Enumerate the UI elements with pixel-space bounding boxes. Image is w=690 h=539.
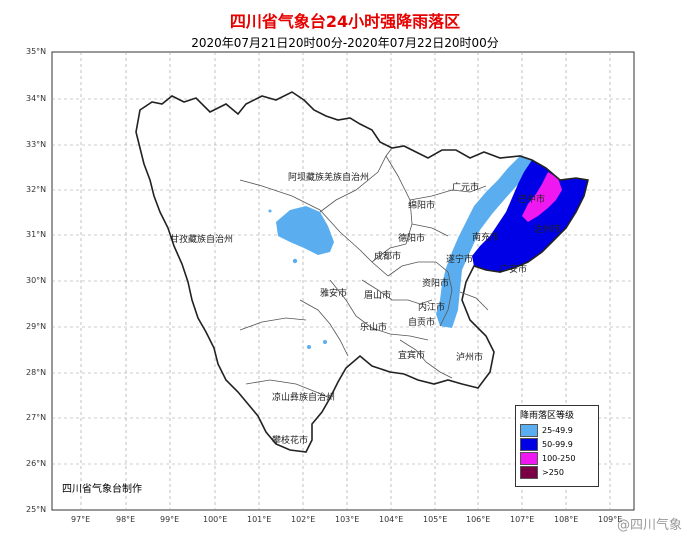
lat-label: 25°N: [26, 505, 47, 514]
lat-label: 30°N: [26, 276, 47, 285]
rain-area-east-magenta: [522, 172, 562, 222]
region-label-bazhong: 巴中市: [518, 195, 546, 205]
lat-label: 33°N: [26, 140, 47, 149]
lat-label: 31°N: [26, 230, 47, 239]
lat-label: 28°N: [26, 368, 47, 377]
legend-label: >250: [542, 467, 564, 477]
lon-label: 97°E: [71, 515, 91, 524]
legend-item: >250: [516, 465, 598, 479]
region-label-guangan: 广安市: [500, 265, 528, 275]
legend-title: 降雨落区等级: [520, 411, 575, 421]
region-label-aba: 阿坝藏族羌族自治州: [288, 173, 370, 183]
rain-area-east-light: [436, 156, 532, 328]
legend-item: 50-99.9: [516, 437, 598, 451]
region-label-liangshan: 凉山彝族自治州: [272, 393, 336, 403]
region-label-yaan: 雅安市: [320, 289, 348, 299]
region-label-chengdu: 成都市: [374, 252, 402, 262]
lon-label: 100°E: [203, 515, 228, 524]
region-label-ziyang: 资阳市: [422, 279, 450, 289]
lat-label: 26°N: [26, 459, 47, 468]
region-label-nanchong: 南充市: [472, 233, 500, 243]
sichuan-province-outline: [135, 91, 589, 453]
rain-dot: [268, 209, 272, 213]
region-label-suining: 遂宁市: [446, 255, 474, 265]
rainfall-legend: 降雨落区等级 25-49.9 50-99.9 100-250 >250: [515, 405, 599, 487]
region-label-zigong: 自贡市: [408, 318, 436, 328]
producer-credit: 四川省气象台制作: [62, 484, 142, 495]
region-label-panzhihua: 攀枝花市: [272, 436, 309, 446]
graticule: [52, 52, 634, 510]
region-label-yibin: 宜宾市: [398, 351, 426, 361]
lon-label: 104°E: [379, 515, 404, 524]
lon-label: 103°E: [335, 515, 360, 524]
legend-label: 100-250: [542, 453, 576, 463]
lon-label: 99°E: [160, 515, 180, 524]
region-label-deyang: 德阳市: [398, 234, 426, 244]
weibo-watermark: @四川气象: [616, 518, 682, 533]
lon-label: 108°E: [554, 515, 579, 524]
lat-label: 32°N: [26, 185, 47, 194]
rain-dot: [307, 345, 311, 349]
region-label-meishan: 眉山市: [364, 291, 392, 301]
rain-100-250-areas: [522, 172, 562, 222]
rain-25-49.9-areas: [268, 156, 532, 349]
lat-label: 34°N: [26, 94, 47, 103]
map-title: 四川省气象台24小时强降雨落区: [229, 12, 461, 31]
legend-swatch: [520, 423, 538, 437]
region-label-leshan: 乐山市: [360, 323, 388, 333]
lon-label: 98°E: [116, 515, 136, 524]
rain-dot: [323, 340, 327, 344]
map-subtitle: 2020年07月21日20时00分-2020年07月22日20时00分: [191, 36, 499, 50]
lon-label: 107°E: [510, 515, 535, 524]
lat-label: 35°N: [26, 47, 47, 56]
legend-item: 25-49.9: [516, 423, 598, 437]
legend-label: 25-49.9: [542, 425, 573, 435]
lon-label: 101°E: [247, 515, 272, 524]
rain-area-west-light: [276, 206, 334, 255]
rain-dot: [292, 258, 298, 264]
region-label-guangyuan: 广元市: [452, 183, 480, 193]
region-label-neijiang: 内江市: [418, 303, 446, 313]
legend-item: 100-250: [516, 451, 598, 465]
municipal-boundaries: [239, 147, 489, 399]
lat-label: 27°N: [26, 413, 47, 422]
lon-label: 102°E: [291, 515, 316, 524]
legend-swatch: [520, 437, 538, 451]
region-label-luzhou: 泸州市: [456, 353, 484, 363]
legend-label: 50-99.9: [542, 439, 573, 449]
lon-label: 105°E: [423, 515, 448, 524]
lon-label: 106°E: [466, 515, 491, 524]
region-label-mianyang: 绵阳市: [408, 201, 436, 211]
lon-label: 109°E: [598, 515, 623, 524]
lat-label: 29°N: [26, 322, 47, 331]
region-label-ganzi: 甘孜藏族自治州: [170, 235, 234, 245]
legend-swatch: [520, 465, 538, 479]
region-label-dazhou: 达州市: [534, 225, 562, 235]
legend-swatch: [520, 451, 538, 465]
